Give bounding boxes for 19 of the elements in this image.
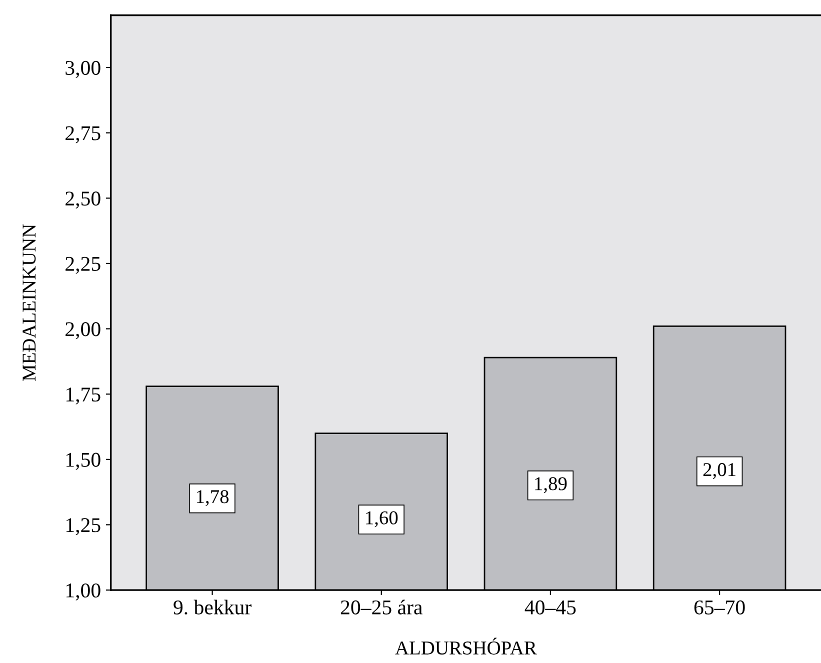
- x-tick-label: 40–45: [524, 600, 576, 614]
- y-tick-label: 2,50: [66, 192, 100, 209]
- y-tick-label: 3,00: [66, 60, 100, 78]
- y-tick-label: 1,50: [66, 452, 100, 470]
- data-label: 1,78: [196, 490, 229, 506]
- y-tick-label: 1,00: [66, 583, 100, 600]
- y-tick-label: 2,00: [66, 322, 100, 340]
- data-label: 1,60: [366, 511, 398, 528]
- x-axis-title: ALDURSHÓPAR: [395, 638, 537, 655]
- y-tick-label: 1,25: [66, 518, 100, 536]
- x-tick-label: 9. bekkur: [174, 600, 252, 615]
- y-tick-label: 2,75: [66, 126, 100, 144]
- x-tick-label: 20–25 ára: [340, 600, 422, 614]
- y-tick-label: 2,25: [66, 256, 100, 274]
- data-label: 2,01: [703, 463, 736, 479]
- data-label: 1,89: [535, 477, 567, 494]
- x-tick-label: 65–70: [694, 600, 745, 614]
- y-axis-title: MEÐALEINKUNN: [22, 224, 36, 381]
- y-tick-label: 1,75: [66, 388, 100, 405]
